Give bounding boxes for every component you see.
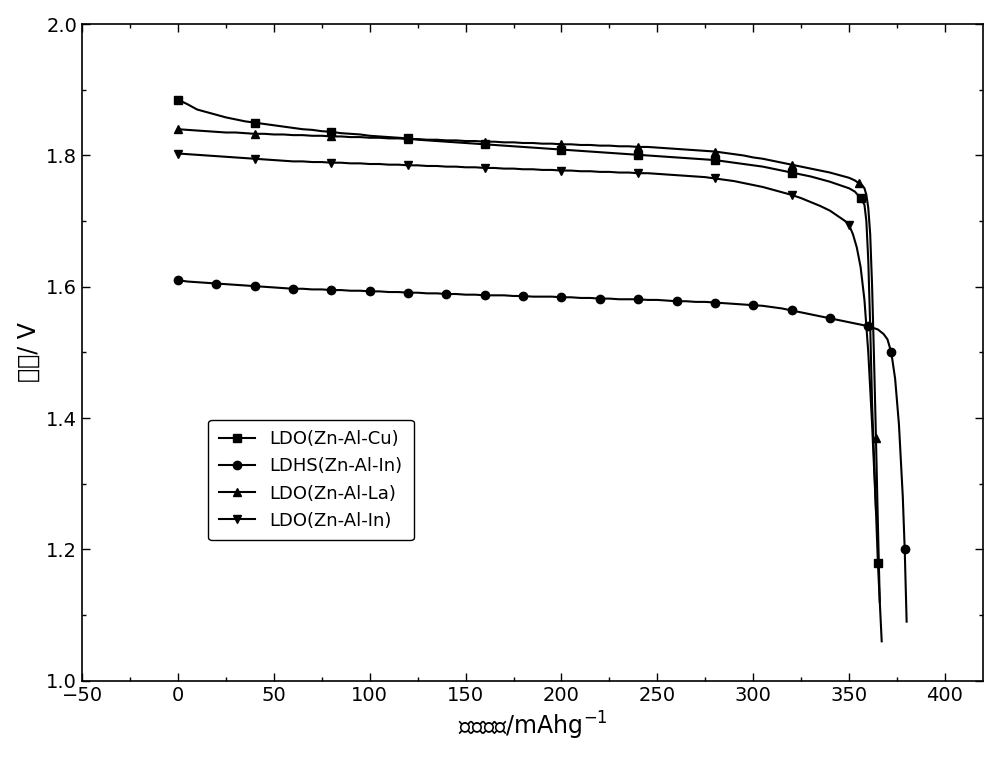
LDO(Zn-Al-La): [335, 132, 347, 141]
LDHS(Zn-Al-In): [901, 617, 913, 626]
LDO(Zn-Al-In): [690, 172, 702, 181]
Line: LDO(Zn-Al-Cu): LDO(Zn-Al-Cu): [174, 96, 886, 645]
LDO(Zn-Al-In): [870, 505, 882, 515]
LDO(Zn-Al-La): [287, 131, 299, 140]
LDO(Zn-Al-La): [874, 597, 886, 606]
Line: LDO(Zn-Al-La): LDO(Zn-Al-La): [174, 125, 884, 606]
LDHS(Zn-Al-In): [354, 286, 366, 295]
LDHS(Zn-Al-In): [392, 288, 404, 297]
LDO(Zn-Al-In): [508, 164, 520, 173]
LDO(Zn-Al-Cu): [220, 113, 232, 122]
Y-axis label: 电压/ V: 电压/ V: [17, 323, 41, 383]
LDO(Zn-Al-Cu): [738, 159, 750, 168]
LDO(Zn-Al-La): [642, 143, 654, 152]
LDO(Zn-Al-In): [632, 168, 644, 178]
LDO(Zn-Al-In): [661, 170, 673, 179]
X-axis label: 放电容量/mAhg$^{-1}$: 放电容量/mAhg$^{-1}$: [458, 710, 608, 742]
LDHS(Zn-Al-In): [172, 276, 184, 285]
LDO(Zn-Al-In): [835, 214, 847, 223]
LDO(Zn-Al-Cu): [287, 124, 299, 133]
LDO(Zn-Al-Cu): [876, 637, 888, 646]
LDO(Zn-Al-La): [786, 160, 798, 169]
LDO(Zn-Al-La): [738, 151, 750, 160]
LDO(Zn-Al-Cu): [786, 168, 798, 177]
Line: LDHS(Zn-Al-In): LDHS(Zn-Al-In): [174, 276, 911, 625]
LDHS(Zn-Al-In): [795, 308, 807, 317]
LDO(Zn-Al-La): [220, 128, 232, 137]
Legend: LDO(Zn-Al-Cu), LDHS(Zn-Al-In), LDO(Zn-Al-La), LDO(Zn-Al-In): LDO(Zn-Al-Cu), LDHS(Zn-Al-In), LDO(Zn-Al…: [208, 420, 414, 540]
LDHS(Zn-Al-In): [383, 288, 395, 297]
LDO(Zn-Al-Cu): [172, 95, 184, 104]
LDHS(Zn-Al-In): [536, 292, 548, 301]
LDHS(Zn-Al-In): [776, 304, 788, 313]
LDO(Zn-Al-Cu): [335, 128, 347, 137]
LDO(Zn-Al-In): [623, 168, 635, 177]
LDO(Zn-Al-In): [172, 149, 184, 158]
Line: LDO(Zn-Al-In): LDO(Zn-Al-In): [174, 150, 880, 514]
LDO(Zn-Al-La): [172, 124, 184, 134]
LDO(Zn-Al-Cu): [642, 151, 654, 160]
